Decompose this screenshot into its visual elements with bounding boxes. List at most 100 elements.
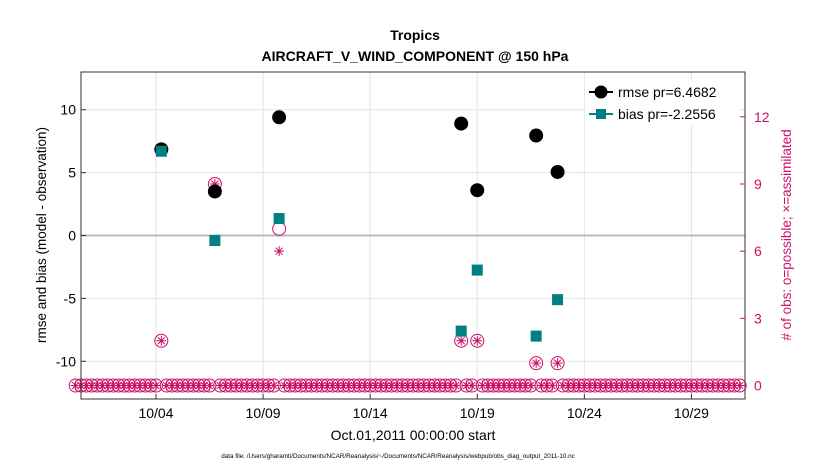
y-tick-label-right: 3 bbox=[754, 310, 762, 326]
obs-assimilated-marker bbox=[611, 380, 622, 391]
obs-assimilated-marker bbox=[595, 380, 606, 391]
obs-assimilated-marker bbox=[525, 380, 536, 391]
y-axis-label-right: # of obs: o=possible; ×=assimilated bbox=[779, 129, 794, 340]
obs-assimilated-marker bbox=[563, 380, 574, 391]
obs-assimilated-marker bbox=[681, 380, 692, 391]
obs-assimilated-marker bbox=[616, 380, 627, 391]
axis-layer: 10/04 10/09 10/14 10/19 10/24 10/29 -10 -5 0 5 10 0… bbox=[56, 102, 770, 421]
obs-assimilated-marker bbox=[600, 380, 611, 391]
rmse-point bbox=[470, 183, 485, 198]
obs-assimilated-marker bbox=[713, 380, 724, 391]
y-tick-label-left: -5 bbox=[64, 290, 77, 306]
obs-assimilated-marker bbox=[209, 178, 220, 189]
y-axis-label-left: rmse and bias (model - observation) bbox=[34, 127, 49, 343]
obs-assimilated-marker bbox=[97, 380, 108, 391]
obs-assimilated-marker bbox=[418, 380, 429, 391]
obs-assimilated-marker bbox=[702, 380, 713, 391]
obs-assimilated-marker bbox=[552, 358, 563, 369]
obs-assimilated-marker bbox=[627, 380, 638, 391]
obs-assimilated-marker bbox=[236, 380, 247, 391]
obs-assimilated-marker bbox=[199, 380, 210, 391]
obs-assimilated-marker bbox=[424, 380, 435, 391]
x-tick-label: 10/14 bbox=[353, 405, 388, 421]
chart-subtitle: AIRCRAFT_V_WIND_COMPONENT @ 150 hPa bbox=[262, 48, 569, 64]
obs-assimilated-marker bbox=[231, 380, 242, 391]
obs-assimilated-marker bbox=[579, 380, 590, 391]
grid-layer bbox=[81, 72, 745, 399]
rmse-point bbox=[529, 128, 544, 143]
obs-assimilated-marker bbox=[643, 380, 654, 391]
obs-assimilated-marker bbox=[734, 380, 745, 391]
obs-assimilated-marker bbox=[541, 380, 552, 391]
obs-assimilated-marker bbox=[225, 380, 236, 391]
obs-assimilated-marker bbox=[204, 380, 215, 391]
obs-assimilated-marker bbox=[568, 380, 579, 391]
y-tick-label-right: 9 bbox=[754, 176, 762, 192]
obs-assimilated-marker bbox=[172, 380, 183, 391]
y-tick-label-right: 12 bbox=[754, 109, 770, 125]
y-tick-label-right: 6 bbox=[754, 243, 762, 259]
obs-assimilated-marker bbox=[92, 380, 103, 391]
bias-point bbox=[273, 213, 285, 225]
obs-assimilated-marker bbox=[638, 380, 649, 391]
obs-assimilated-marker bbox=[81, 380, 92, 391]
legend-rmse-label: rmse pr=6.4682 bbox=[618, 84, 717, 100]
x-axis-label: Oct.01,2011 00:00:00 start bbox=[331, 427, 496, 443]
legend-bias-label: bias pr=-2.2556 bbox=[618, 106, 716, 122]
obs-assimilated-marker bbox=[450, 380, 461, 391]
obs-assimilated-marker bbox=[140, 380, 151, 391]
obs-assimilated-marker bbox=[632, 380, 643, 391]
obs-assimilated-marker bbox=[311, 380, 322, 391]
obs-assimilated-marker bbox=[263, 380, 274, 391]
obs-assimilated-marker bbox=[167, 380, 178, 391]
obs-assimilated-marker bbox=[295, 380, 306, 391]
obs-assimilated-marker bbox=[188, 380, 199, 391]
obs-assimilated-marker bbox=[365, 380, 376, 391]
x-tick-label: 10/29 bbox=[674, 405, 709, 421]
bias-point bbox=[530, 330, 542, 342]
obs-assimilated-marker bbox=[445, 380, 456, 391]
obs-assimilated-marker bbox=[691, 380, 702, 391]
bias-point bbox=[209, 235, 221, 247]
obs-assimilated-marker bbox=[429, 380, 440, 391]
y-tick-label-left: 0 bbox=[68, 228, 76, 244]
obs-assimilated-marker bbox=[375, 380, 386, 391]
obs-assimilated-marker bbox=[145, 380, 156, 391]
obs-assimilated-marker bbox=[118, 380, 129, 391]
x-tick-label: 10/09 bbox=[246, 405, 281, 421]
obs-assimilated-marker bbox=[108, 380, 119, 391]
obs-assimilated-marker bbox=[499, 380, 510, 391]
legend-rmse-marker bbox=[594, 85, 608, 99]
obs-assimilated-marker bbox=[150, 380, 161, 391]
obs-assimilated-marker bbox=[413, 380, 424, 391]
obs-assimilated-marker bbox=[338, 380, 349, 391]
obs-assimilated-marker bbox=[215, 380, 226, 391]
obs-assimilated-marker bbox=[343, 380, 354, 391]
obs-assimilated-marker bbox=[279, 380, 290, 391]
obs-assimilated-marker bbox=[456, 335, 467, 346]
obs-assimilated-marker bbox=[124, 380, 135, 391]
x-tick-label: 10/19 bbox=[460, 405, 495, 421]
obs-assimilated-marker bbox=[686, 380, 697, 391]
obs-assimilated-marker bbox=[333, 380, 344, 391]
obs-assimilated-marker bbox=[306, 380, 317, 391]
obs-assimilated-marker bbox=[134, 380, 145, 391]
obs-assimilated-marker bbox=[247, 380, 258, 391]
obs-assimilated-marker bbox=[156, 335, 167, 346]
obs-assimilated-marker bbox=[316, 380, 327, 391]
obs-assimilated-marker bbox=[284, 380, 295, 391]
obs-assimilated-marker bbox=[482, 380, 493, 391]
bias-point bbox=[155, 145, 167, 157]
obs-possible-marker bbox=[154, 333, 169, 348]
obs-assimilated-marker bbox=[675, 380, 686, 391]
obs-assimilated-marker bbox=[300, 380, 311, 391]
bias-point bbox=[455, 325, 467, 337]
obs-assimilated-marker bbox=[670, 380, 681, 391]
obs-assimilated-marker bbox=[161, 380, 172, 391]
obs-assimilated-marker bbox=[183, 380, 194, 391]
obs-possible-marker bbox=[272, 221, 287, 236]
rmse-point bbox=[454, 116, 469, 131]
obs-assimilated-marker bbox=[274, 246, 285, 257]
